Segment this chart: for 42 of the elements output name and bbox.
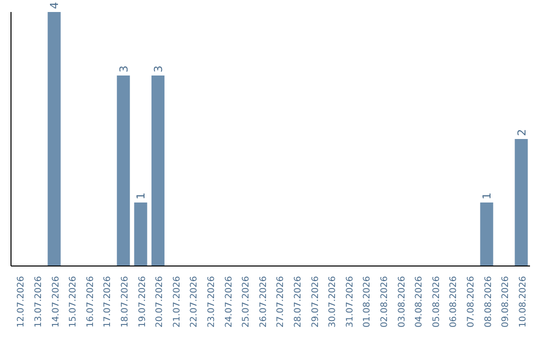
- x-tick-label: 29.07.2026: [310, 276, 321, 328]
- x-tick-label: 03.08.2026: [397, 276, 408, 328]
- x-tick-label: 01.08.2026: [362, 276, 373, 328]
- x-tick-label: 15.07.2026: [68, 276, 79, 328]
- x-tick-label: 12.07.2026: [16, 276, 27, 328]
- data-label: 1: [134, 192, 148, 200]
- x-tick-label: 21.07.2026: [172, 276, 182, 328]
- data-label: 3: [117, 66, 130, 72]
- x-tick-label: 31.07.2026: [345, 276, 356, 328]
- data-label: 1: [480, 192, 494, 200]
- bar: [151, 76, 164, 266]
- x-tick-label: 08.08.2026: [484, 276, 494, 328]
- x-tick-label: 28.07.2026: [293, 276, 304, 328]
- x-tick-label: 18.07.2026: [120, 276, 130, 328]
- bar: [134, 202, 148, 266]
- x-tick-label: 27.07.2026: [276, 276, 286, 328]
- x-tick-label: 10.08.2026: [518, 276, 528, 328]
- data-label: 3: [152, 66, 165, 72]
- x-tick-label: 14.07.2026: [51, 276, 62, 328]
- x-tick-label: 06.08.2026: [449, 276, 460, 328]
- x-tick-label: 25.07.2026: [242, 276, 252, 328]
- x-tick-label: 22.07.2026: [190, 276, 200, 328]
- x-tick-label: 04.08.2026: [414, 276, 425, 328]
- x-tick-label: 13.07.2026: [34, 276, 44, 328]
- x-tick-label: 26.07.2026: [258, 276, 269, 328]
- x-tick-label: 23.07.2026: [206, 276, 217, 328]
- bar: [48, 12, 61, 266]
- x-tick-label: 05.08.2026: [432, 276, 442, 328]
- x-tick-label: 09.08.2026: [501, 276, 512, 328]
- x-tick-label: 07.08.2026: [466, 276, 476, 328]
- x-tick-label: 19.07.2026: [138, 276, 148, 328]
- x-tick-label: 02.08.2026: [380, 276, 390, 328]
- x-tick-label: 17.07.2026: [103, 276, 114, 328]
- bar: [514, 139, 528, 266]
- bar: [116, 76, 130, 266]
- bar: [480, 202, 494, 266]
- data-label: 2: [515, 129, 528, 136]
- x-tick-label: 30.07.2026: [328, 276, 338, 328]
- x-tick-label: 16.07.2026: [86, 276, 96, 328]
- x-tick-label: 20.07.2026: [155, 276, 166, 328]
- data-label: 4: [48, 2, 62, 9]
- x-tick-label: 24.07.2026: [224, 276, 234, 328]
